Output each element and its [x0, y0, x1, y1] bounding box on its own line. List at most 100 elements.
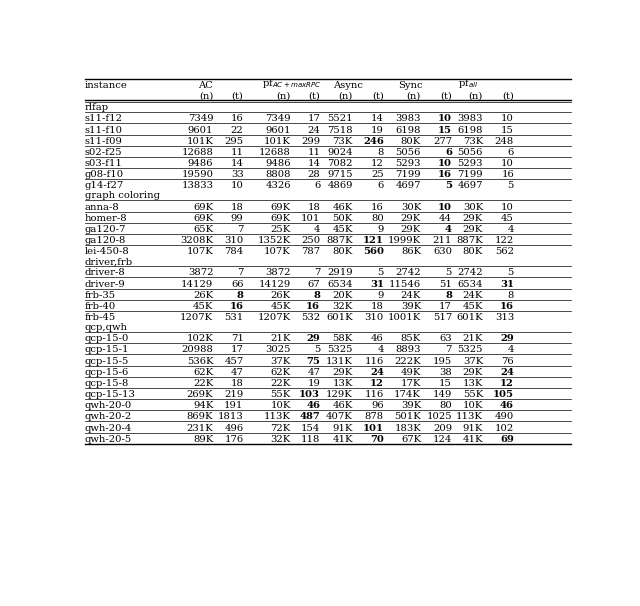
Text: qcp-15-8: qcp-15-8 — [84, 379, 129, 388]
Text: 8: 8 — [508, 291, 514, 300]
Text: 124: 124 — [433, 435, 452, 444]
Text: qcp,qwh: qcp,qwh — [84, 323, 127, 332]
Text: 69: 69 — [500, 435, 514, 444]
Text: 195: 195 — [433, 356, 452, 365]
Text: 44: 44 — [439, 214, 452, 222]
Text: (n): (n) — [406, 92, 421, 100]
Text: 407K: 407K — [326, 412, 353, 421]
Text: 31: 31 — [370, 279, 384, 288]
Text: 11: 11 — [307, 148, 320, 157]
Text: (n): (n) — [339, 92, 353, 100]
Text: 46K: 46K — [333, 202, 353, 211]
Text: 269K: 269K — [187, 390, 213, 399]
Text: 29K: 29K — [463, 225, 483, 234]
Text: 121: 121 — [363, 236, 384, 245]
Text: 7: 7 — [445, 345, 452, 355]
Text: 5056: 5056 — [458, 148, 483, 157]
Text: 12: 12 — [500, 379, 514, 388]
Text: 45: 45 — [501, 214, 514, 222]
Text: 20K: 20K — [333, 291, 353, 300]
Text: 73K: 73K — [333, 137, 353, 145]
Text: 37K: 37K — [463, 356, 483, 365]
Text: 22: 22 — [231, 125, 244, 135]
Text: 9486: 9486 — [266, 159, 291, 168]
Text: 105: 105 — [493, 390, 514, 399]
Text: 7518: 7518 — [327, 125, 353, 135]
Text: qwh-20-0: qwh-20-0 — [84, 401, 132, 410]
Text: driver,frb: driver,frb — [84, 257, 132, 266]
Text: 51: 51 — [439, 279, 452, 288]
Text: 9601: 9601 — [266, 125, 291, 135]
Text: 24K: 24K — [463, 291, 483, 300]
Text: 71: 71 — [230, 334, 244, 343]
Text: 80K: 80K — [401, 137, 421, 145]
Text: 63: 63 — [440, 334, 452, 343]
Text: 6198: 6198 — [396, 125, 421, 135]
Text: 8: 8 — [237, 291, 244, 300]
Text: (t): (t) — [372, 92, 384, 100]
Text: 122: 122 — [495, 236, 514, 245]
Text: 191: 191 — [224, 401, 244, 410]
Text: 14: 14 — [371, 115, 384, 124]
Text: 11: 11 — [230, 148, 244, 157]
Text: 58K: 58K — [333, 334, 353, 343]
Text: 47: 47 — [307, 368, 320, 377]
Text: 9024: 9024 — [327, 148, 353, 157]
Text: 14: 14 — [307, 159, 320, 168]
Text: 39K: 39K — [401, 302, 421, 311]
Text: 46: 46 — [307, 401, 320, 410]
Text: 1025: 1025 — [426, 412, 452, 421]
Text: 7082: 7082 — [327, 159, 353, 168]
Text: qcp-15-13: qcp-15-13 — [84, 390, 136, 399]
Text: 1999K: 1999K — [388, 236, 421, 245]
Text: 17: 17 — [307, 115, 320, 124]
Text: 29: 29 — [307, 334, 320, 343]
Text: 313: 313 — [495, 313, 514, 322]
Text: 46: 46 — [371, 334, 384, 343]
Text: AC: AC — [198, 81, 213, 90]
Text: 183K: 183K — [394, 424, 421, 433]
Text: 887K: 887K — [326, 236, 353, 245]
Text: s11-f12: s11-f12 — [84, 115, 123, 124]
Text: 101: 101 — [363, 424, 384, 433]
Text: 16: 16 — [371, 202, 384, 211]
Text: frb-35: frb-35 — [84, 291, 116, 300]
Text: graph coloring: graph coloring — [84, 191, 159, 201]
Text: 16: 16 — [231, 115, 244, 124]
Text: 10: 10 — [501, 202, 514, 211]
Text: frb-45: frb-45 — [84, 313, 116, 322]
Text: 532: 532 — [301, 313, 320, 322]
Text: 45K: 45K — [193, 302, 213, 311]
Text: 5325: 5325 — [327, 345, 353, 355]
Text: 16: 16 — [230, 302, 244, 311]
Text: anna-8: anna-8 — [84, 202, 120, 211]
Text: 14129: 14129 — [181, 279, 213, 288]
Text: 5056: 5056 — [396, 148, 421, 157]
Text: 66: 66 — [231, 279, 244, 288]
Text: 16: 16 — [438, 170, 452, 179]
Text: 211: 211 — [433, 236, 452, 245]
Text: 19: 19 — [307, 379, 320, 388]
Text: 7: 7 — [237, 268, 244, 278]
Text: 76: 76 — [501, 356, 514, 365]
Text: 3025: 3025 — [266, 345, 291, 355]
Text: 869K: 869K — [187, 412, 213, 421]
Text: 29: 29 — [500, 334, 514, 343]
Text: 5521: 5521 — [327, 115, 353, 124]
Text: 15: 15 — [439, 379, 452, 388]
Text: 2742: 2742 — [396, 268, 421, 278]
Text: (n): (n) — [468, 92, 483, 100]
Text: 630: 630 — [433, 247, 452, 256]
Text: 784: 784 — [224, 247, 244, 256]
Text: 10: 10 — [501, 115, 514, 124]
Text: 24K: 24K — [401, 291, 421, 300]
Text: 531: 531 — [224, 313, 244, 322]
Text: 9: 9 — [378, 291, 384, 300]
Text: 65K: 65K — [193, 225, 213, 234]
Text: 45K: 45K — [332, 225, 353, 234]
Text: 5293: 5293 — [458, 159, 483, 168]
Text: 457: 457 — [224, 356, 244, 365]
Text: 21K: 21K — [271, 334, 291, 343]
Text: 72K: 72K — [271, 424, 291, 433]
Text: 67K: 67K — [401, 435, 421, 444]
